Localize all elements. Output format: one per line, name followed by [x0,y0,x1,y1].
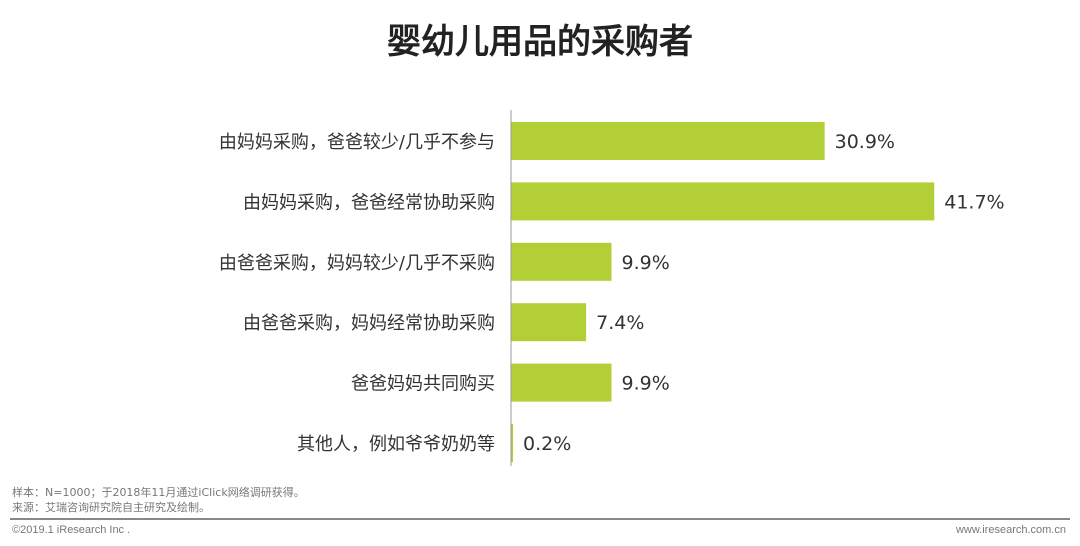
category-label: 由爸爸采购，妈妈较少/几乎不采购 [219,253,495,274]
bar-chart: 30.9% 由妈妈采购，爸爸较少/几乎不参与 41.7% 由妈妈采购，爸爸经常协助采购… [219,110,1005,466]
data-label: 30.9% [835,131,895,153]
bar [511,122,825,160]
bar [511,242,612,281]
bar [511,303,587,342]
sample-note: 样本：N=1000；于2018年11月通过iClick网络调研获得。 [12,486,305,499]
bar [511,182,935,221]
bar [511,363,612,402]
bar [511,424,514,462]
source-note: 来源：艾瑞咨询研究院自主研究及绘制。 [12,501,210,514]
category-label: 由妈妈采购，爸爸较少/几乎不参与 [219,132,495,153]
footer-divider [10,518,1070,520]
category-label: 爸爸妈妈共同购买 [351,374,495,395]
data-label: 9.9% [621,252,669,274]
website-link[interactable]: www.iresearch.com.cn [955,524,1066,536]
data-label: 7.4% [596,312,644,334]
category-label: 由爸爸采购，妈妈经常协助采购 [243,313,495,334]
copyright: ©2019.1 iResearch Inc . [12,524,131,536]
category-label: 其他人，例如爷爷奶奶等 [297,434,495,455]
data-label: 9.9% [621,373,669,395]
category-label: 由妈妈采购，爸爸经常协助采购 [243,192,495,213]
chart-title: 婴幼儿用品的采购者 [387,22,693,62]
data-label: 41.7% [944,191,1004,213]
data-label: 0.2% [523,433,571,455]
